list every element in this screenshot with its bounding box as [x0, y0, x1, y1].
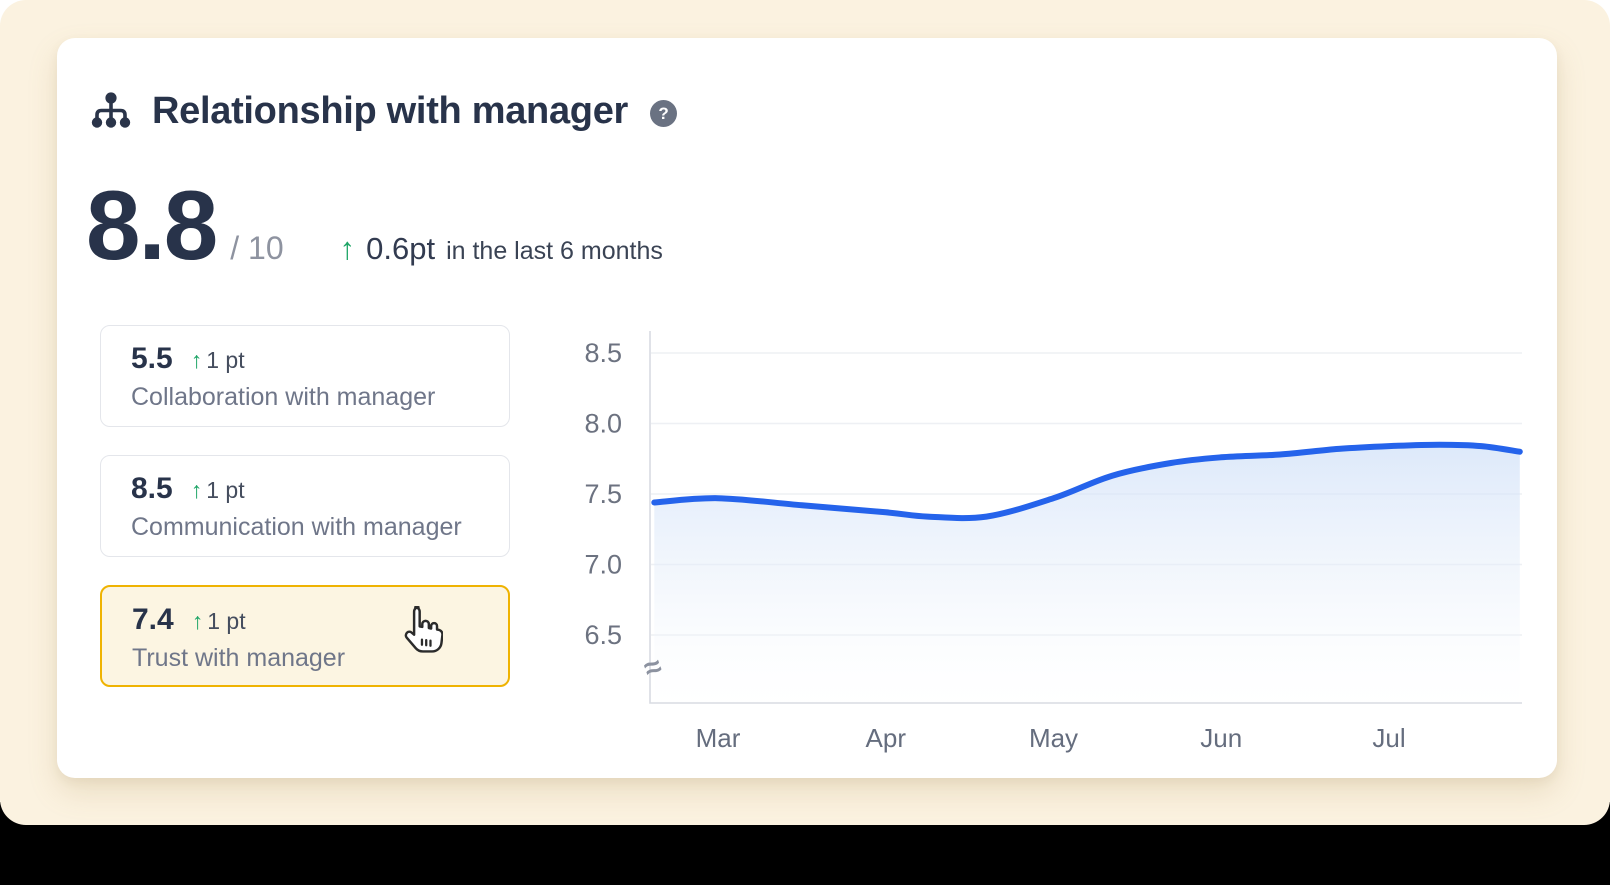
- up-arrow-icon: ↑: [190, 477, 203, 503]
- cursor-pointer-icon: [404, 606, 443, 653]
- up-arrow-icon: ↑: [191, 608, 204, 634]
- app-background: Relationship with manager ? 8.8 / 10 ↑ 0…: [0, 0, 1610, 825]
- metric-card-trust[interactable]: 7.4 ↑ 1 pt Trust with manager: [100, 585, 510, 687]
- up-arrow-icon: ↑: [190, 347, 203, 373]
- x-tick-label: Apr: [866, 723, 907, 753]
- y-tick-label: 7.5: [584, 479, 622, 509]
- org-chart-icon: [91, 91, 131, 128]
- page-title: Relationship with manager: [152, 90, 629, 132]
- y-tick-label: 7.0: [584, 550, 622, 580]
- trend-line: [651, 441, 1523, 522]
- x-tick-label: Jun: [1200, 723, 1242, 753]
- metric-card-communication[interactable]: 8.5 ↑ 1 pt Communication with manager: [100, 455, 510, 557]
- score-denominator: / 10: [230, 230, 284, 266]
- help-icon[interactable]: ?: [650, 100, 678, 127]
- metric-delta: 1 pt: [207, 608, 246, 634]
- score-delta-caption: in the last 6 months: [446, 237, 663, 265]
- score-delta: 0.6pt: [366, 231, 436, 266]
- up-arrow-icon: ↑: [339, 231, 356, 266]
- y-tick-label: 6.5: [584, 620, 622, 650]
- y-tick-label: 8.0: [584, 409, 622, 439]
- metric-label: Trust with manager: [132, 644, 346, 672]
- relationship-with-manager-card: Relationship with manager ? 8.8 / 10 ↑ 0…: [57, 38, 1557, 778]
- metric-label: Collaboration with manager: [131, 383, 436, 411]
- metric-value: 7.4: [132, 603, 174, 636]
- metric-top-row: 7.4 ↑ 1 pt: [132, 603, 478, 637]
- x-tick-label: Mar: [696, 723, 741, 753]
- metric-top-row: 5.5 ↑ 1 pt: [131, 342, 479, 376]
- metric-value: 8.5: [131, 472, 173, 505]
- area-fill: [654, 444, 1520, 703]
- metric-top-row: 8.5 ↑ 1 pt: [131, 472, 479, 506]
- metric-value: 5.5: [131, 342, 173, 375]
- metric-label: Communication with manager: [131, 513, 462, 541]
- metric-card-list: 5.5 ↑ 1 pt Collaboration with manager 8.…: [100, 325, 510, 687]
- axes: [649, 331, 1522, 704]
- trend-chart: 8.58.07.57.06.5≈Mar Apr May Jun Jul: [584, 331, 1523, 753]
- metric-card-collaboration[interactable]: 5.5 ↑ 1 pt Collaboration with manager: [100, 325, 510, 427]
- x-tick-label: May: [1029, 723, 1078, 753]
- y-tick-label: 8.5: [584, 338, 622, 368]
- card-header: Relationship with manager ?: [88, 90, 678, 133]
- score-value: 8.8: [86, 170, 218, 280]
- x-tick-label: Jul: [1372, 723, 1405, 753]
- metric-delta: 1 pt: [206, 477, 245, 503]
- metric-delta: 1 pt: [206, 347, 245, 373]
- score-row: 8.8 / 10 ↑ 0.6pt in the last 6 months: [86, 176, 663, 274]
